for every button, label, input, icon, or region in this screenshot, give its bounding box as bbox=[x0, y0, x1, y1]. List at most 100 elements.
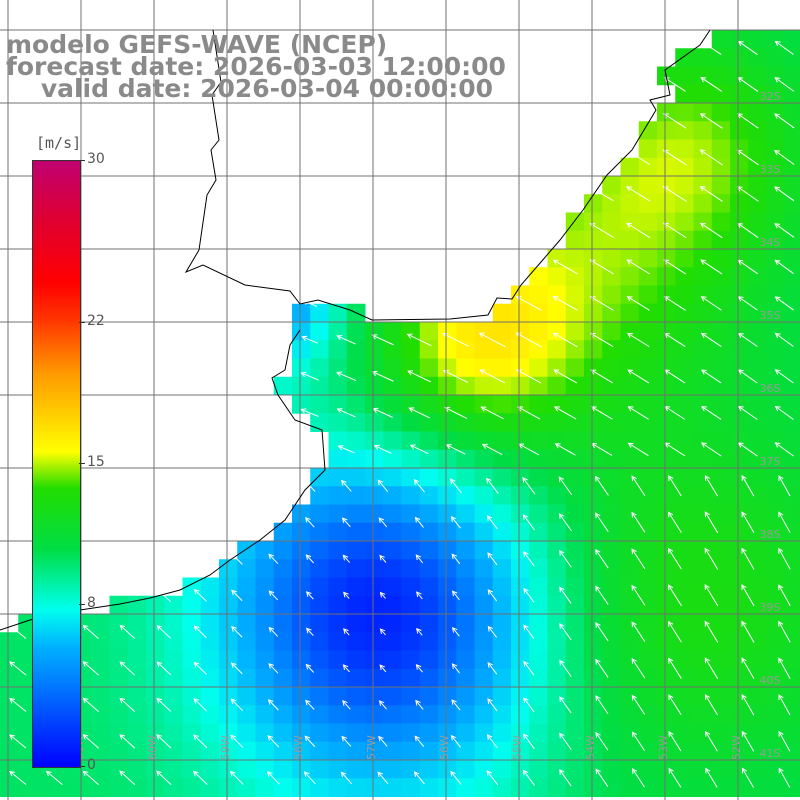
field-cell bbox=[711, 723, 731, 743]
field-cell bbox=[511, 358, 530, 378]
wind-arrow bbox=[741, 584, 755, 607]
field-cell bbox=[438, 595, 457, 615]
wind-arrow bbox=[559, 732, 572, 750]
field-cell bbox=[565, 249, 585, 268]
field-cell bbox=[365, 486, 384, 505]
field-cell bbox=[784, 431, 800, 451]
wind-arrow bbox=[778, 620, 791, 643]
field-cell bbox=[620, 176, 640, 195]
wind-arrow bbox=[559, 696, 572, 714]
field-cell bbox=[365, 650, 384, 670]
wind-arrow bbox=[301, 335, 318, 344]
field-cell bbox=[638, 176, 658, 195]
field-cell bbox=[237, 650, 256, 670]
field-cell bbox=[657, 376, 676, 396]
field-cell bbox=[748, 778, 767, 797]
field-cell bbox=[620, 541, 640, 560]
field-cell bbox=[711, 431, 731, 451]
field-cell bbox=[255, 632, 275, 651]
wind-arrow bbox=[340, 479, 352, 492]
field-cell bbox=[310, 559, 329, 578]
field-cell bbox=[0, 650, 19, 670]
field-cell bbox=[292, 358, 311, 378]
field-cell bbox=[711, 249, 731, 268]
field-cell bbox=[511, 577, 530, 597]
field-cell bbox=[492, 632, 512, 651]
field-cell bbox=[693, 66, 713, 86]
field-cell bbox=[438, 632, 457, 651]
field-cell bbox=[346, 322, 366, 341]
field-cell bbox=[748, 504, 767, 524]
field-cell bbox=[693, 486, 713, 505]
field-cell bbox=[638, 358, 658, 378]
field-cell bbox=[602, 504, 621, 524]
field-cell bbox=[419, 723, 439, 743]
field-cell bbox=[657, 176, 676, 195]
coastline bbox=[0, 29, 711, 631]
field-cell bbox=[657, 285, 676, 305]
wind-arrow bbox=[377, 771, 389, 785]
field-cell bbox=[748, 66, 767, 86]
field-cell bbox=[693, 230, 713, 250]
wind-arrow bbox=[774, 259, 794, 275]
field-cell bbox=[237, 577, 256, 597]
field-cell bbox=[401, 650, 421, 670]
field-cell bbox=[638, 522, 658, 542]
field-cell bbox=[748, 139, 767, 159]
field-cell bbox=[730, 340, 749, 359]
field-cell bbox=[529, 541, 548, 560]
field-cell bbox=[456, 376, 475, 396]
wind-arrow bbox=[378, 735, 388, 747]
wind-arrow bbox=[300, 371, 319, 381]
wind-arrow bbox=[626, 332, 650, 348]
wind-arrow bbox=[523, 660, 535, 676]
wind-arrow bbox=[626, 222, 651, 239]
field-cell bbox=[693, 157, 713, 177]
field-cell bbox=[657, 157, 676, 177]
field-cell bbox=[693, 431, 713, 451]
colorbar-tick-mark bbox=[79, 463, 85, 464]
field-cell bbox=[657, 358, 676, 378]
wind-arrow bbox=[231, 589, 243, 602]
field-cell bbox=[529, 595, 548, 615]
wind-arrow bbox=[631, 584, 646, 606]
field-cell bbox=[638, 121, 658, 140]
wind-arrow bbox=[9, 697, 27, 712]
field-cell bbox=[492, 559, 512, 578]
field-cell bbox=[657, 760, 676, 779]
wind-arrow bbox=[305, 591, 314, 600]
field-cell bbox=[365, 395, 384, 414]
field-cell bbox=[438, 322, 457, 341]
field-cell bbox=[310, 468, 329, 487]
field-cell bbox=[474, 431, 494, 451]
field-cell bbox=[730, 577, 749, 597]
field-cell bbox=[584, 285, 603, 305]
field-cell bbox=[584, 705, 603, 724]
field-cell bbox=[328, 668, 348, 688]
field-cell bbox=[620, 340, 640, 359]
field-cell bbox=[127, 614, 147, 633]
field-cell bbox=[766, 176, 786, 195]
field-cell bbox=[401, 413, 421, 432]
field-cell bbox=[237, 760, 256, 779]
field-cell bbox=[766, 358, 786, 378]
field-cell bbox=[730, 121, 749, 140]
field-cell bbox=[730, 595, 749, 615]
field-cell bbox=[620, 157, 640, 177]
field-cell bbox=[638, 303, 658, 323]
field-cell bbox=[584, 541, 603, 560]
field-cell bbox=[675, 431, 694, 451]
field-cell bbox=[784, 230, 800, 250]
field-cell bbox=[383, 632, 402, 651]
field-cell bbox=[292, 577, 311, 597]
field-cell bbox=[529, 522, 548, 542]
field-cell bbox=[456, 650, 475, 670]
field-cell bbox=[565, 723, 585, 743]
field-cell bbox=[255, 705, 275, 724]
field-cell bbox=[383, 358, 402, 378]
field-cell bbox=[584, 468, 603, 487]
field-cell bbox=[638, 267, 658, 286]
field-cell bbox=[766, 705, 786, 724]
field-cell bbox=[657, 632, 676, 651]
field-cell bbox=[401, 322, 421, 341]
